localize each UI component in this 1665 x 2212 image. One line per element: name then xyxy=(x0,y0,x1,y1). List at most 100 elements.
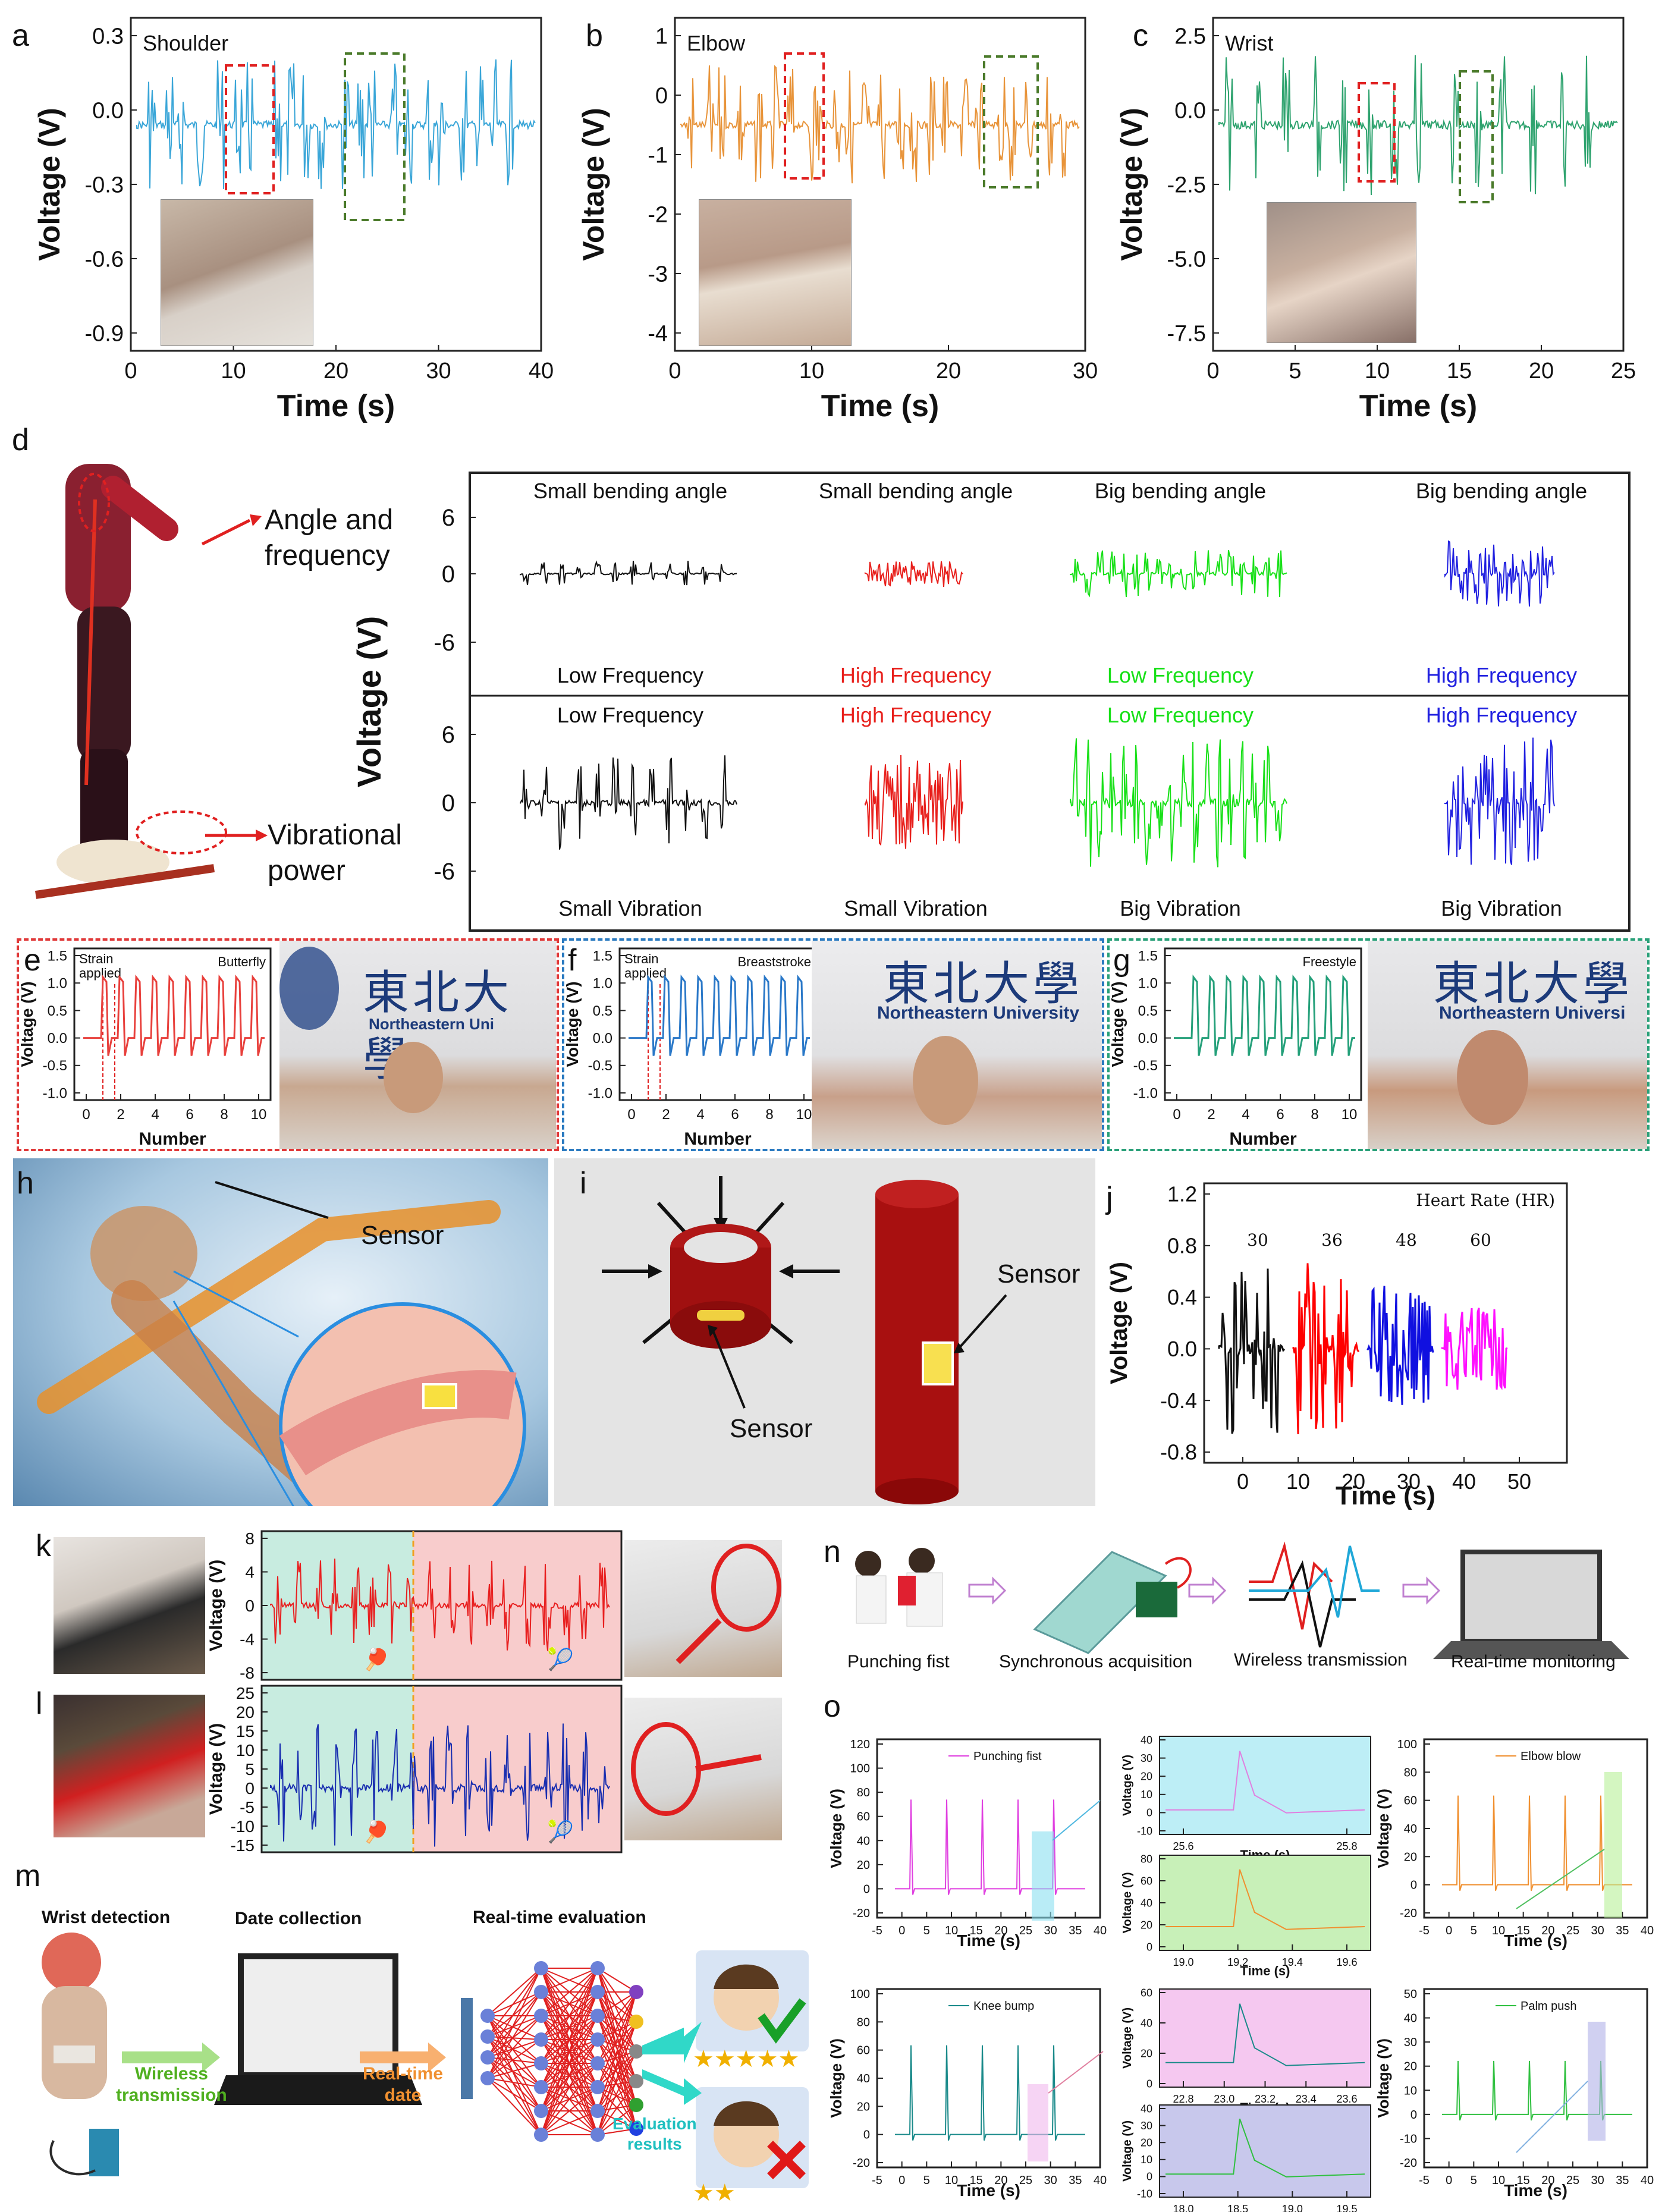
y-tick-label: 80 xyxy=(1404,1766,1417,1779)
nn-connection xyxy=(487,2057,542,2135)
x-axis-label: Number xyxy=(139,1129,206,1149)
y-tick-label: 20 xyxy=(236,1703,255,1721)
zoom-signal xyxy=(1166,1869,1365,1930)
y-tick-label: -20 xyxy=(1400,2157,1417,2170)
chart-k: 8 4 0 -4 -8 Voltage (V) 🏓 🎾 xyxy=(206,1529,623,1682)
highlight-box-red xyxy=(1358,82,1396,183)
nn-connection xyxy=(487,2036,542,2064)
x-tick-label: 0 xyxy=(1446,2174,1452,2187)
nn-connection xyxy=(487,2036,542,2040)
x-tick-label: 2 xyxy=(662,1107,670,1123)
x-tick-label: 15 xyxy=(1447,359,1472,384)
nn-connection xyxy=(487,1991,542,2016)
y-tick-label: 60 xyxy=(1141,1987,1152,1999)
y-tick-label: 20 xyxy=(857,1859,870,1872)
y-tick-label: -20 xyxy=(1400,1907,1417,1920)
zoom-signal xyxy=(1166,2003,1365,2066)
x-tick-label: 30 xyxy=(1073,359,1098,384)
nn-connection xyxy=(541,2039,598,2135)
y-tick-label: 0 xyxy=(1146,2171,1152,2183)
nn-node xyxy=(480,2071,495,2085)
y-axis-label: Voltage (V) xyxy=(577,108,610,260)
x-tick-label: 15 xyxy=(1517,1924,1530,1937)
x-tick-label: 10 xyxy=(1492,1924,1505,1937)
y-tick-label: -2 xyxy=(648,202,668,227)
x-tick-label: 20 xyxy=(936,359,961,384)
chart-c: 2.5 0.0 -2.5 -5.0 -7.50 5 10 15 20 25 Wrist Time (s… xyxy=(1115,17,1636,423)
y-tick-label: 80 xyxy=(857,2016,870,2029)
heart-signal xyxy=(1441,1308,1508,1390)
y-tick-label: 0.0 xyxy=(1174,98,1206,123)
y-tick-label: 1.5 xyxy=(1138,948,1158,964)
panel-label-k: k xyxy=(36,1529,51,1563)
y-tick-label: 30 xyxy=(1141,2120,1152,2132)
x-tick-label: 19.2 xyxy=(1227,1956,1248,1968)
x-tick-label: 0 xyxy=(1207,359,1219,384)
y-tick-label: 40 xyxy=(857,2072,870,2085)
tennis-photo-k xyxy=(624,1540,782,1677)
nn-node xyxy=(590,2009,605,2023)
nn-connection xyxy=(487,1991,542,2079)
voltage-signal xyxy=(83,974,265,1056)
x-tick-label: 20 xyxy=(994,1924,1007,1937)
x-tick-label: 23.6 xyxy=(1336,2093,1357,2105)
university-logo-text: 東北大學 xyxy=(1433,957,1633,1011)
y-tick-label: 0 xyxy=(1146,1941,1152,1953)
x-tick-label: 5 xyxy=(1289,359,1301,384)
y-tick-label: -8 xyxy=(240,1664,255,1682)
y-tick-label: -0.5 xyxy=(43,1058,67,1074)
plot-frame xyxy=(469,472,1631,932)
y-tick-label: 60 xyxy=(1141,1875,1152,1887)
y-tick-label: -5 xyxy=(240,1798,255,1817)
table-tennis-icon: 🏓 xyxy=(363,1818,389,1844)
zoom-connector xyxy=(1516,2081,1588,2153)
panel-label-j: j xyxy=(1106,1181,1113,1215)
x-tick-label: 19.5 xyxy=(1336,2203,1357,2212)
y-tick-label: 10 xyxy=(1141,1789,1152,1801)
voltage-signal xyxy=(865,755,963,849)
panel-label-m: m xyxy=(15,1859,41,1893)
nn-connection xyxy=(541,2110,598,2135)
y-axis-label: Voltage (V) xyxy=(1374,1789,1392,1868)
strain-note: applied xyxy=(624,966,667,981)
nn-connection xyxy=(487,2036,542,2112)
sensor-label-i-bottom: Sensor xyxy=(730,1414,813,1443)
x-tick-label: 35 xyxy=(1069,2174,1082,2187)
panel-label-i: i xyxy=(580,1166,587,1201)
x-tick-label: 35 xyxy=(1616,1924,1629,1937)
panel-e-frame xyxy=(17,938,559,1151)
legend-label: Palm push xyxy=(1521,2000,1577,2013)
panel-h-illustration: Sensor xyxy=(13,1158,548,1506)
nn-connection xyxy=(487,2063,542,2079)
y-tick-label: 40 xyxy=(1141,2017,1152,2029)
x-tick-label: 40 xyxy=(1641,1924,1654,1937)
condition-label: Big Vibration xyxy=(1120,896,1240,920)
highlight-box-red xyxy=(225,64,275,194)
rating-five-stars: ★★★★★ xyxy=(693,2046,800,2072)
condition-label: High Frequency xyxy=(840,703,991,727)
nn-node xyxy=(480,2009,495,2023)
plot-frame xyxy=(1159,1855,1371,1951)
x-tick-label: 30 xyxy=(1044,1924,1057,1937)
y-tick-label: 30 xyxy=(1141,1752,1152,1764)
y-tick-label: -20 xyxy=(853,2157,870,2170)
panel-title: Heart Rate (HR) xyxy=(1416,1190,1555,1210)
y-tick-label: 0.0 xyxy=(1167,1337,1197,1361)
x-tick-label: 30 xyxy=(1591,2174,1604,2187)
y-axis-label: Voltage (V) xyxy=(1121,1872,1134,1934)
voltage-signal xyxy=(680,65,1080,184)
y-tick-label: -6 xyxy=(433,630,455,656)
y-tick-label: -1.0 xyxy=(1133,1085,1158,1101)
x-tick-label: 4 xyxy=(151,1107,159,1123)
y-tick-label: -0.9 xyxy=(85,321,124,346)
nn-connection xyxy=(597,2051,637,2135)
y-tick-label: 40 xyxy=(1141,1897,1152,1909)
real-time-date-label: Real-time date xyxy=(363,2064,444,2105)
x-tick-label: 30 xyxy=(426,359,451,384)
x-tick-label: 19.0 xyxy=(1173,1956,1193,1968)
nn-connection xyxy=(597,2015,637,2052)
y-tick-label: 1 xyxy=(655,24,668,49)
y-tick-label: -7.5 xyxy=(1167,321,1206,346)
condition-label: Small Vibration xyxy=(844,896,987,920)
x-tick-label: 40 xyxy=(1641,2174,1654,2187)
